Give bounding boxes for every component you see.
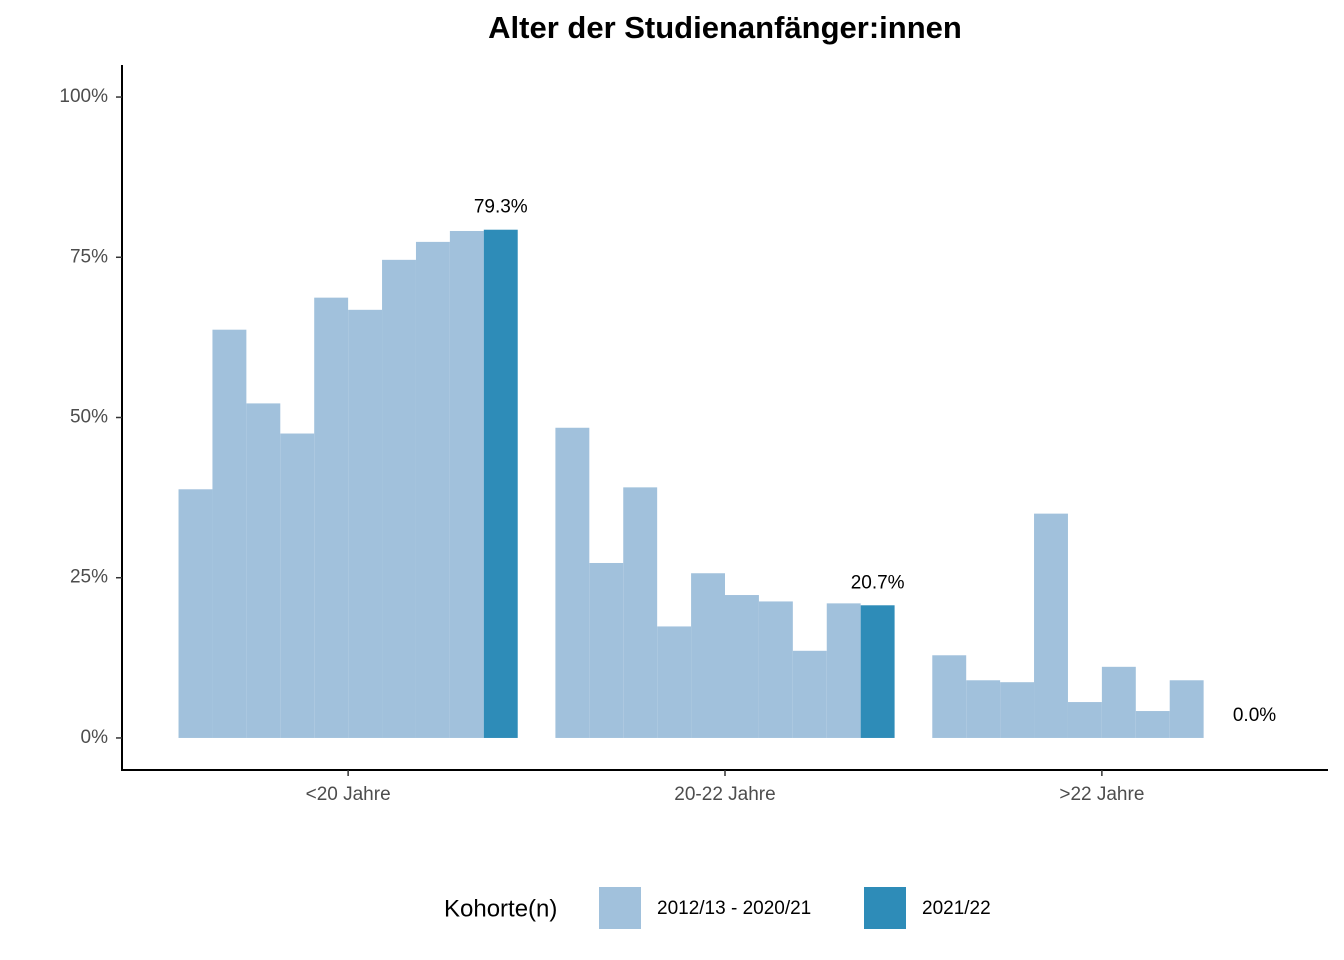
- bar: [792, 650, 827, 738]
- legend-label: 2021/22: [922, 898, 991, 919]
- value-label: 20.7%: [851, 572, 905, 593]
- bar: [860, 605, 895, 738]
- chart-title: Alter der Studienanfänger:innen: [488, 10, 962, 45]
- bar: [449, 230, 484, 738]
- x-tick-label: >22 Jahre: [1059, 784, 1144, 805]
- x-tick-label: 20-22 Jahre: [674, 784, 775, 805]
- bar: [212, 329, 247, 738]
- bar: [758, 601, 793, 738]
- bar: [1135, 711, 1170, 738]
- y-tick-label: 75%: [70, 246, 108, 267]
- legend-label: 2012/13 - 2020/21: [657, 898, 811, 919]
- legend-title: Kohorte(n): [444, 895, 557, 922]
- y-tick-label: 0%: [81, 727, 109, 748]
- bar: [415, 241, 450, 738]
- y-tick-label: 50%: [70, 407, 108, 428]
- x-tick-label: <20 Jahre: [306, 784, 391, 805]
- bar: [826, 603, 861, 738]
- bar: [1101, 666, 1136, 738]
- bar: [246, 403, 281, 738]
- bar: [1067, 702, 1102, 738]
- bar: [966, 680, 1001, 738]
- bar: [1034, 513, 1068, 738]
- bar: [932, 655, 967, 738]
- bar: [1000, 682, 1035, 738]
- bar: [623, 487, 658, 738]
- bar: [348, 309, 383, 738]
- legend-swatch: [599, 887, 641, 929]
- bar: [483, 229, 518, 738]
- bar: [314, 297, 349, 738]
- bar: [555, 427, 590, 738]
- bar: [589, 562, 624, 738]
- bar: [1169, 680, 1204, 738]
- y-tick-label: 25%: [70, 567, 108, 588]
- bar: [691, 573, 725, 738]
- bar: [725, 595, 759, 738]
- y-tick-label: 100%: [59, 86, 108, 107]
- bar: [178, 489, 213, 738]
- value-label: 0.0%: [1233, 705, 1276, 726]
- legend-swatch: [864, 887, 906, 929]
- value-label: 79.3%: [474, 197, 528, 218]
- bar: [657, 626, 692, 738]
- bar: [382, 259, 416, 738]
- bar: [280, 433, 315, 738]
